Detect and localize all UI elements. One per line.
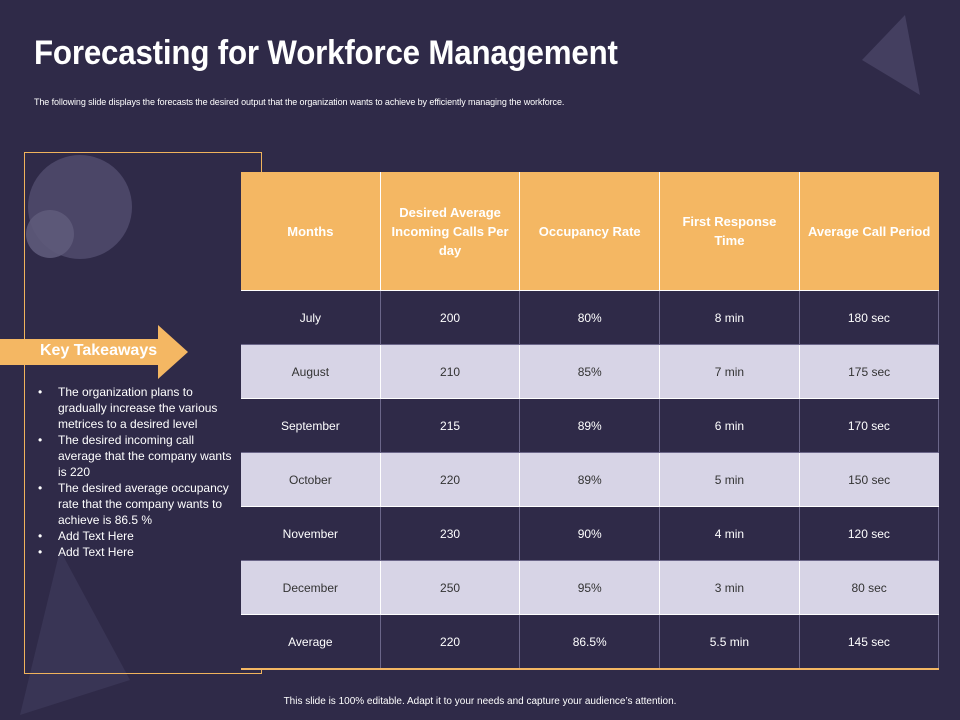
cell-occupancy: 95%: [519, 560, 661, 615]
table-row-average: Average 220 86.5% 5.5 min 145 sec: [241, 614, 940, 670]
decorative-triangle-top-right: [862, 15, 920, 95]
cell-calls: 200: [380, 290, 521, 345]
cell-month: Average: [241, 614, 381, 670]
cell-calls: 230: [380, 506, 521, 561]
bullet-icon: •: [38, 529, 43, 543]
cell-calls: 215: [380, 398, 521, 453]
table-row: September 215 89% 6 min 170 sec: [241, 398, 940, 453]
cell-occupancy: 89%: [519, 452, 661, 507]
bullet-icon: •: [38, 481, 43, 495]
cell-calls: 210: [380, 344, 521, 399]
table-row: July 200 80% 8 min 180 sec: [241, 290, 940, 345]
cell-calls: 250: [380, 560, 521, 615]
takeaways-list: • The organization plans to gradually inc…: [38, 384, 238, 560]
bullet-icon: •: [38, 433, 43, 447]
table-row: October 220 89% 5 min 150 sec: [241, 452, 939, 507]
cell-call-period: 145 sec: [799, 614, 940, 670]
cell-response: 7 min: [659, 344, 800, 399]
cell-response: 5 min: [659, 452, 800, 507]
table-row: December 250 95% 3 min 80 sec: [241, 560, 939, 615]
cell-month: August: [241, 344, 381, 399]
slide-title: Forecasting for Workforce Management: [34, 34, 618, 72]
header-first-response-time: First Response Time: [659, 172, 800, 291]
cell-calls: 220: [380, 452, 521, 507]
header-average-call-period: Average Call Period: [799, 172, 939, 291]
cell-call-period: 180 sec: [799, 290, 940, 345]
cell-call-period: 80 sec: [799, 560, 939, 615]
cell-response: 3 min: [659, 560, 800, 615]
cell-occupancy: 90%: [519, 506, 661, 561]
forecast-table: Months Desired Average Incoming Calls Pe…: [241, 172, 940, 670]
cell-month: July: [241, 290, 381, 345]
table-header-row: Months Desired Average Incoming Calls Pe…: [241, 172, 939, 291]
cell-calls: 220: [380, 614, 521, 670]
takeaway-item: • The desired average occupancy rate that…: [38, 481, 229, 527]
cell-response: 4 min: [659, 506, 800, 561]
cell-call-period: 170 sec: [799, 398, 940, 453]
table-row: August 210 85% 7 min 175 sec: [241, 344, 939, 399]
header-months: Months: [241, 172, 381, 291]
cell-response: 5.5 min: [659, 614, 800, 670]
key-takeaways-arrow: Key Takeaways: [0, 325, 188, 379]
cell-call-period: 120 sec: [799, 506, 940, 561]
cell-call-period: 150 sec: [799, 452, 939, 507]
cell-response: 8 min: [659, 290, 800, 345]
takeaway-item: • The desired incoming call average that …: [38, 433, 232, 479]
key-takeaways-heading: Key Takeaways: [40, 342, 158, 359]
slide-subtitle: The following slide displays the forecas…: [34, 97, 565, 107]
header-incoming-calls: Desired Average Incoming Calls Per day: [380, 172, 521, 291]
bullet-icon: •: [38, 385, 43, 399]
cell-month: December: [241, 560, 381, 615]
cell-occupancy: 89%: [519, 398, 661, 453]
cell-month: September: [241, 398, 381, 453]
arrow-shape-icon: [0, 325, 188, 379]
cell-occupancy: 86.5%: [519, 614, 661, 670]
takeaway-item: • The organization plans to gradually inc…: [38, 385, 218, 431]
slide-footer: This slide is 100% editable. Adapt it to…: [283, 696, 677, 707]
cell-month: October: [241, 452, 381, 507]
header-occupancy-rate: Occupancy Rate: [519, 172, 661, 291]
cell-month: November: [241, 506, 381, 561]
takeaway-item: • Add Text Here: [38, 545, 134, 559]
cell-response: 6 min: [659, 398, 800, 453]
table-row: November 230 90% 4 min 120 sec: [241, 506, 940, 561]
cell-call-period: 175 sec: [799, 344, 939, 399]
cell-occupancy: 80%: [519, 290, 661, 345]
takeaway-item: • Add Text Here: [38, 529, 134, 543]
bullet-icon: •: [38, 545, 43, 559]
cell-occupancy: 85%: [519, 344, 661, 399]
